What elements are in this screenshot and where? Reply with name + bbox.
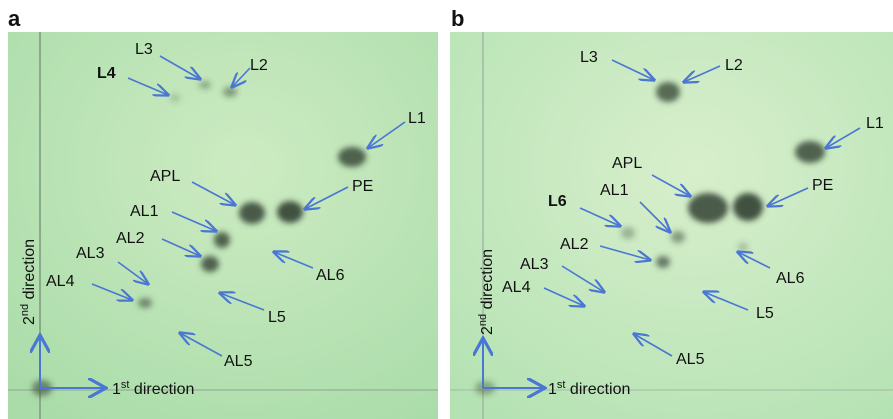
spot-label: PE <box>352 178 373 195</box>
spot-label: AL1 <box>130 203 159 220</box>
spot <box>656 82 680 102</box>
spot-label: AL5 <box>676 351 705 368</box>
label-part: st <box>121 379 130 391</box>
spot <box>239 202 265 224</box>
spot-label: AL6 <box>776 270 805 287</box>
spot-label: L3 <box>580 49 598 66</box>
spot-label: PE <box>812 177 833 194</box>
spot-label: AL1 <box>600 182 629 199</box>
spot <box>738 243 748 251</box>
spot-label: AL3 <box>520 256 549 273</box>
label-part: nd <box>19 304 31 316</box>
spot <box>338 147 366 167</box>
spot-label: L2 <box>725 57 743 74</box>
spot <box>214 232 230 248</box>
panel-a: a L3 L4 L2 L1 APL PE AL1 AL2 AL6 AL3 AL4… <box>8 6 438 419</box>
panel-b: b L3 L2 L1 APL PE L6 AL1 AL2 AL6 AL3 AL4… <box>450 6 893 419</box>
spot <box>223 87 237 97</box>
spot <box>170 94 180 102</box>
spot-label: L6 <box>548 193 567 210</box>
spot-label: AL6 <box>316 267 345 284</box>
label-part: direction <box>134 381 194 398</box>
spot-label: AL4 <box>502 279 531 296</box>
spot-label: AL2 <box>560 236 589 253</box>
spot-label: AL4 <box>46 273 75 290</box>
spot-label: L2 <box>250 57 268 74</box>
spot-label: L1 <box>866 115 884 132</box>
label-part: direction <box>21 239 38 299</box>
spot-label: AL5 <box>224 353 253 370</box>
spot <box>688 193 728 223</box>
label-part: direction <box>570 381 630 398</box>
spot-label: L3 <box>135 41 153 58</box>
spot-label: L5 <box>268 309 286 326</box>
spot-label: AL2 <box>116 230 145 247</box>
spot <box>138 298 152 308</box>
spot-label: L5 <box>756 305 774 322</box>
spot <box>277 201 303 223</box>
label-part: 1 <box>548 381 557 398</box>
spot <box>656 256 670 268</box>
plate <box>8 32 438 419</box>
label-part: 1 <box>112 381 121 398</box>
label-part: 2 <box>21 316 38 325</box>
panel-letter: a <box>8 6 21 31</box>
spot-label: APL <box>150 168 180 185</box>
spot-label: APL <box>612 155 642 172</box>
spot <box>795 141 825 163</box>
spot <box>199 81 211 89</box>
spot-label: L1 <box>408 110 426 127</box>
label-part: direction <box>479 249 496 309</box>
spot <box>201 256 219 272</box>
panel-letter: b <box>451 6 464 31</box>
label-part: nd <box>477 314 489 326</box>
spot-label: L4 <box>97 65 116 82</box>
label-part: st <box>557 379 566 391</box>
spot <box>671 231 685 243</box>
label-part: 2 <box>479 326 496 335</box>
spot <box>621 227 635 239</box>
figure: a L3 L4 L2 L1 APL PE AL1 AL2 AL6 AL3 AL4… <box>0 0 893 419</box>
spot-label: AL3 <box>76 245 105 262</box>
spot <box>733 193 763 221</box>
